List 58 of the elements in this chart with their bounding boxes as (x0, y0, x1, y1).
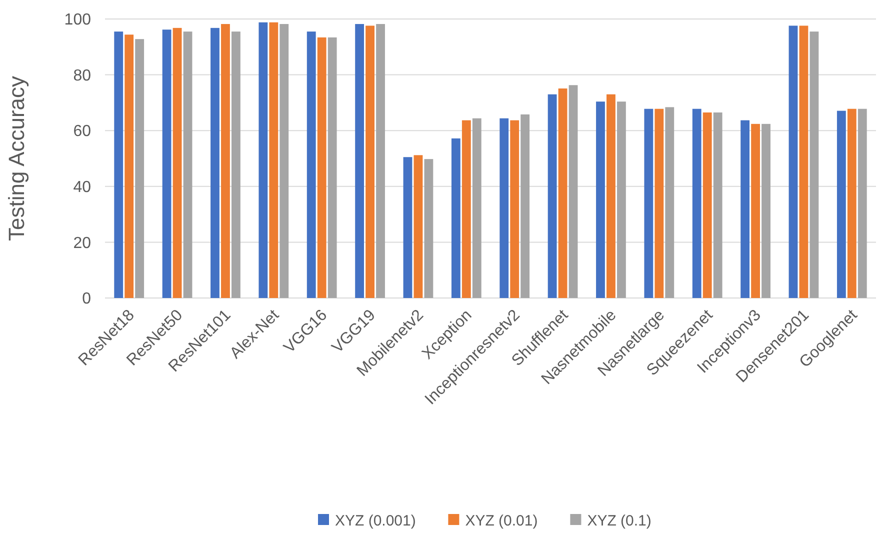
legend-label: XYZ (0.1) (587, 512, 652, 530)
bar (799, 26, 808, 298)
bar (414, 155, 423, 298)
bar (548, 94, 557, 298)
bar (836, 110, 846, 298)
bar (740, 120, 750, 298)
bar (221, 24, 230, 298)
bar (568, 85, 578, 298)
bar (500, 118, 509, 298)
y-axis-title: Testing Accuracy (4, 76, 29, 242)
bar (114, 32, 124, 298)
y-tick-label: 100 (64, 12, 92, 29)
bar (713, 112, 722, 298)
bar (135, 39, 144, 298)
bar (451, 138, 460, 298)
bar (654, 108, 664, 298)
y-tick-label: 80 (73, 67, 92, 84)
bar (510, 120, 520, 298)
legend-label: XYZ (0.01) (465, 512, 538, 530)
bar (231, 32, 240, 298)
bar (424, 159, 434, 298)
y-tick-label: 0 (82, 290, 92, 308)
bar (810, 32, 819, 298)
bar (665, 107, 674, 298)
bar (472, 118, 482, 298)
bar (558, 88, 568, 298)
bar (606, 94, 616, 298)
bar (751, 124, 760, 298)
y-tick-label: 60 (73, 123, 92, 140)
bar (616, 102, 626, 298)
bar (124, 34, 134, 298)
bar (858, 108, 867, 298)
y-tick-label: 20 (73, 234, 92, 252)
bar (692, 108, 702, 298)
bar (403, 157, 412, 298)
bar (258, 22, 268, 298)
bar (355, 24, 364, 298)
bar (847, 108, 856, 298)
bar (520, 114, 530, 298)
bar (462, 120, 471, 298)
bar (702, 112, 712, 298)
bar (269, 22, 278, 298)
bar (172, 28, 182, 298)
legend-label: XYZ (0.001) (335, 512, 416, 530)
bar (183, 32, 192, 298)
bar (210, 28, 220, 298)
bar (762, 124, 770, 298)
bar (306, 32, 316, 298)
bar (366, 26, 374, 298)
bar (280, 24, 289, 298)
y-tick-label: 40 (73, 179, 92, 196)
bar (162, 30, 172, 298)
bar (317, 37, 326, 298)
bar (644, 108, 654, 298)
bar (328, 37, 337, 298)
bar (376, 24, 385, 298)
bar (596, 102, 605, 298)
bar (788, 26, 798, 298)
